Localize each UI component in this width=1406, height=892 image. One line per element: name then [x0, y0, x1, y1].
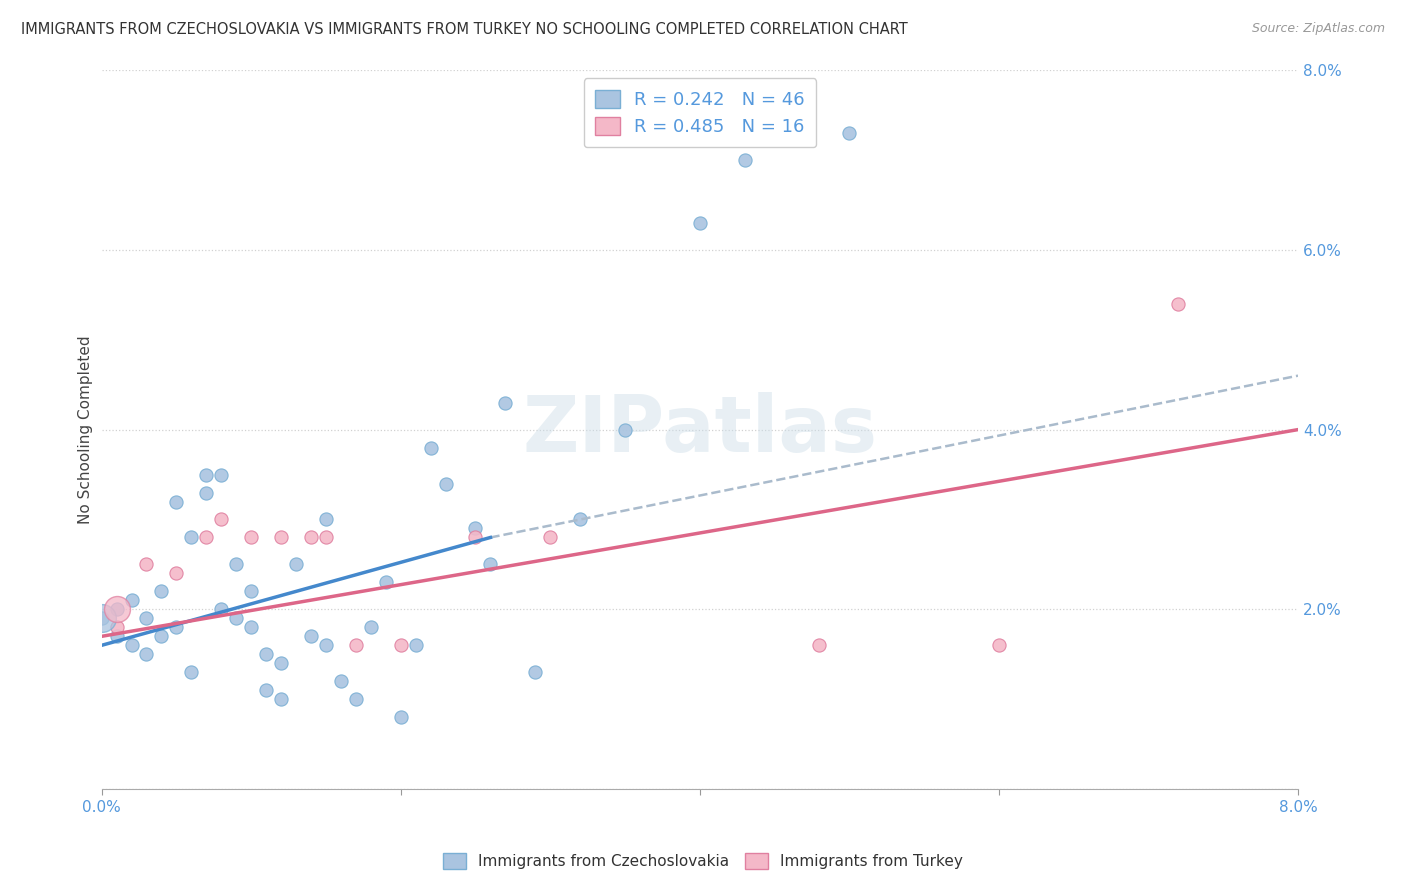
Point — [270, 692, 292, 706]
Point — [374, 575, 396, 590]
Point — [209, 602, 232, 616]
Text: IMMIGRANTS FROM CZECHOSLOVAKIA VS IMMIGRANTS FROM TURKEY NO SCHOOLING COMPLETED : IMMIGRANTS FROM CZECHOSLOVAKIA VS IMMIGR… — [21, 22, 908, 37]
Point — [419, 441, 441, 455]
Point — [254, 683, 277, 698]
Point — [105, 602, 128, 616]
Text: ZIPatlas: ZIPatlas — [522, 392, 877, 467]
Point — [135, 558, 157, 572]
Point — [360, 620, 382, 634]
Point — [240, 584, 263, 599]
Point — [734, 153, 756, 167]
Point — [209, 512, 232, 526]
Point — [524, 665, 547, 680]
Point — [121, 593, 143, 607]
Point — [464, 521, 486, 535]
Point — [209, 467, 232, 482]
Point — [464, 531, 486, 545]
Point — [614, 423, 637, 437]
Point — [838, 126, 860, 140]
Point — [270, 657, 292, 671]
Point — [90, 611, 112, 625]
Point — [344, 638, 367, 652]
Point — [1167, 297, 1189, 311]
Point — [105, 602, 128, 616]
Point — [329, 674, 352, 689]
Point — [315, 531, 337, 545]
Point — [987, 638, 1010, 652]
Point — [240, 531, 263, 545]
Point — [150, 629, 173, 643]
Point — [180, 665, 202, 680]
Point — [285, 558, 308, 572]
Point — [389, 710, 412, 724]
Point — [538, 531, 561, 545]
Point — [808, 638, 831, 652]
Point — [225, 611, 247, 625]
Point — [135, 648, 157, 662]
Point — [195, 485, 218, 500]
Point — [195, 467, 218, 482]
Point — [195, 531, 218, 545]
Point — [315, 638, 337, 652]
Point — [494, 395, 516, 409]
Point — [315, 512, 337, 526]
Point — [90, 611, 112, 625]
Legend: R = 0.242   N = 46, R = 0.485   N = 16: R = 0.242 N = 46, R = 0.485 N = 16 — [583, 78, 815, 147]
Point — [240, 620, 263, 634]
Legend: Immigrants from Czechoslovakia, Immigrants from Turkey: Immigrants from Czechoslovakia, Immigran… — [437, 847, 969, 875]
Point — [689, 216, 711, 230]
Text: Source: ZipAtlas.com: Source: ZipAtlas.com — [1251, 22, 1385, 36]
Point — [299, 629, 322, 643]
Point — [105, 629, 128, 643]
Point — [405, 638, 427, 652]
Point — [344, 692, 367, 706]
Point — [569, 512, 592, 526]
Point — [165, 620, 187, 634]
Point — [165, 494, 187, 508]
Point — [270, 531, 292, 545]
Point — [479, 558, 502, 572]
Point — [105, 620, 128, 634]
Point — [389, 638, 412, 652]
Point — [165, 566, 187, 581]
Point — [299, 531, 322, 545]
Y-axis label: No Schooling Completed: No Schooling Completed — [79, 335, 93, 524]
Point — [150, 584, 173, 599]
Point — [434, 476, 457, 491]
Point — [225, 558, 247, 572]
Point — [254, 648, 277, 662]
Point — [135, 611, 157, 625]
Point — [180, 531, 202, 545]
Point — [121, 638, 143, 652]
